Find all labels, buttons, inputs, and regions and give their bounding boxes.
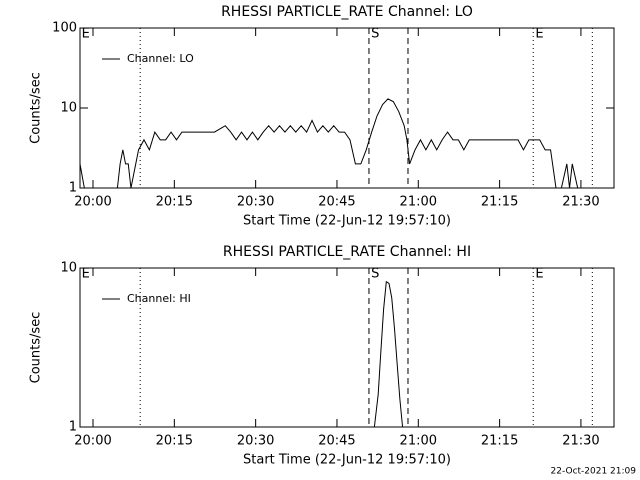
x-tick-label: 20:30 [237,434,274,449]
annotation: E [535,27,543,42]
x-tick-label: 21:30 [562,195,599,210]
annotation: S [371,267,379,282]
plot: RHESSI PARTICLE_RATE Channel: LO Start Ti… [29,4,615,229]
footer: 22-Oct-2021 21:09 [551,467,637,477]
y-tick-label: 1 [69,181,77,196]
plot-frame [79,267,615,428]
x-tick-label: 20:15 [156,434,193,449]
legend-label: Channel: LO [127,52,194,65]
x-axis-title: Start Time (22-Jun-12 19:57:10) [243,214,451,229]
x-tick-label: 21:15 [481,434,518,449]
y-axis-title: Counts/sec [29,72,44,144]
x-tick-label: 20:15 [156,195,193,210]
x-tick-label: 21:30 [562,434,599,449]
legend-label: Channel: HI [127,292,191,305]
chart-title: RHESSI PARTICLE_RATE Channel: HI [223,244,471,260]
x-tick-label: 20:30 [237,195,274,210]
x-tick-label: 21:00 [400,195,437,210]
y-tick-label: 10 [60,261,77,276]
annotation: S [371,27,379,42]
x-tick-label: 21:00 [400,434,437,449]
annotation: E [82,267,90,282]
x-axis-title: Start Time (22-Jun-12 19:57:10) [243,453,451,468]
x-tick-label: 20:45 [318,195,355,210]
y-axis-title: Counts/sec [29,312,44,384]
data-line [80,98,584,188]
plot: RHESSI PARTICLE_RATE Channel: HI Start Ti… [29,244,615,468]
annotation: E [82,27,90,42]
x-tick-label: 20:00 [74,434,111,449]
data-line [373,280,404,427]
y-tick-label: 1 [69,420,77,435]
x-tick-label: 20:00 [74,195,111,210]
y-tick-label: 100 [52,21,77,36]
y-tick-label: 10 [60,101,77,116]
annotation: E [535,267,543,282]
chart-title: RHESSI PARTICLE_RATE Channel: LO [221,4,473,20]
x-tick-label: 21:15 [481,195,518,210]
x-tick-label: 20:45 [318,434,355,449]
